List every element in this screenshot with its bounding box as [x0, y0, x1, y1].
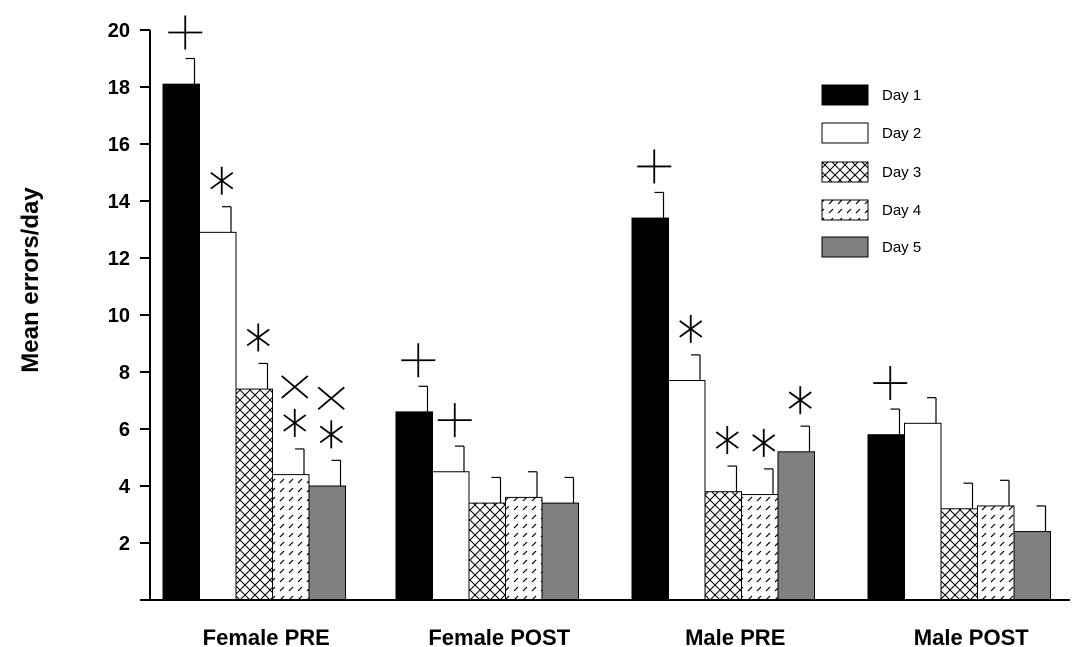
bar: [777, 451, 815, 601]
legend-label: Day 4: [882, 202, 921, 219]
bar: [272, 474, 310, 601]
legend-label: Day 2: [882, 125, 921, 142]
y-tick-label: 8: [119, 362, 130, 384]
legend-label: Day 3: [882, 164, 921, 181]
bar: [432, 471, 470, 601]
legend-label: Day 5: [882, 239, 921, 256]
bar: [199, 231, 237, 601]
bar: [541, 502, 579, 601]
bar: [308, 485, 346, 601]
legend-swatch: [821, 199, 869, 221]
y-tick-label: 12: [108, 248, 130, 270]
y-tick-label: 20: [108, 20, 130, 42]
legend-swatch: [821, 84, 869, 106]
legend-swatch: [821, 122, 869, 144]
y-tick-label: 4: [119, 476, 131, 498]
bar: [867, 434, 905, 601]
bar: [505, 496, 543, 601]
y-axis-label: Mean errors/day: [17, 187, 44, 373]
bar: [668, 380, 706, 601]
cross-marker: [281, 375, 309, 399]
y-axis: 2 4 6 8 10 12 14 16 18 20: [108, 20, 151, 600]
y-tick-label: 2: [119, 533, 130, 555]
legend: Day 1 Day 2 Day 3 Day 4 Day 5: [821, 84, 921, 258]
x-category-label: Female POST: [428, 625, 570, 647]
x-category-label: Male PRE: [685, 625, 785, 647]
x-category-label: Male POST: [914, 625, 1029, 647]
y-tick-label: 6: [119, 419, 130, 441]
bar: [741, 494, 779, 601]
bar: [468, 502, 506, 601]
y-tick-label: 18: [108, 77, 130, 99]
x-category-label: Female PRE: [203, 625, 330, 647]
legend-swatch: [821, 236, 869, 258]
y-tick-label: 10: [108, 305, 130, 327]
bar: [235, 388, 273, 601]
legend-swatch: [821, 161, 869, 183]
bar: [904, 422, 942, 601]
bar: [631, 217, 669, 601]
bar: [162, 83, 200, 601]
bar: [940, 508, 978, 601]
x-axis: Female PRE Female POST Male PRE Male POST: [140, 599, 1070, 647]
legend-label: Day 1: [882, 87, 921, 104]
bar: [1013, 531, 1051, 601]
y-tick-label: 14: [108, 191, 131, 213]
y-tick-label: 16: [108, 134, 130, 156]
bar: [977, 505, 1015, 601]
cross-marker: [317, 386, 345, 411]
bar: [395, 411, 433, 601]
bar: [704, 491, 742, 601]
bars: [162, 57, 1051, 601]
significance-markers: [168, 15, 908, 457]
